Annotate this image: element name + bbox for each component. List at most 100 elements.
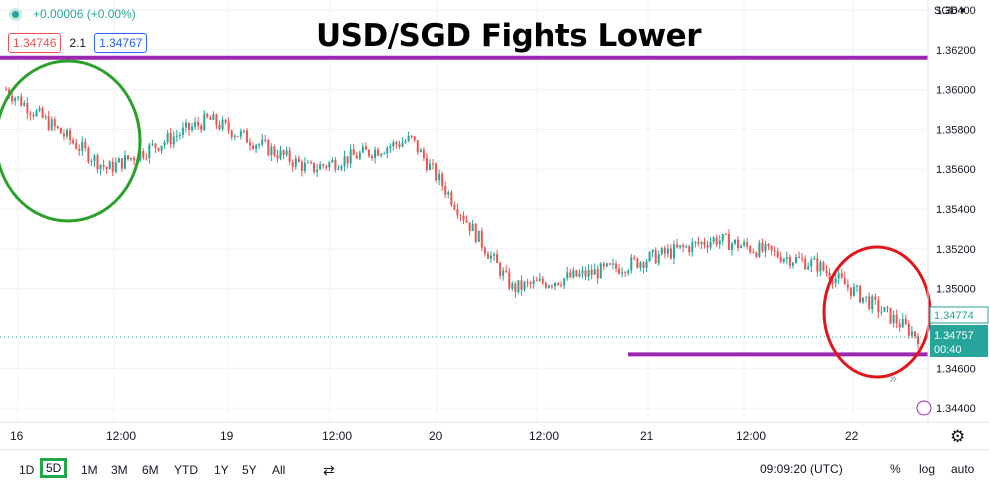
candle-body (69, 130, 72, 140)
candle-body (669, 248, 672, 259)
candle-body (785, 256, 788, 259)
countdown-label: 00:40 (934, 344, 962, 356)
candle-body (209, 117, 212, 120)
candle-body (313, 162, 316, 173)
candle-body (608, 263, 611, 265)
candle-body (392, 141, 395, 147)
candle-body (733, 239, 736, 244)
candle-body (767, 243, 770, 246)
candle-body (825, 270, 828, 273)
candle-body (865, 296, 868, 298)
candle-body (593, 269, 596, 275)
sell-price-button[interactable]: 1.34746 (8, 33, 62, 53)
utc-clock[interactable]: 09:09:20 (UTC) (760, 462, 843, 476)
candle-body (111, 161, 114, 173)
candle-body (410, 135, 413, 137)
timeframe-1m-button[interactable]: 1M (81, 463, 98, 477)
candle-body (755, 252, 758, 257)
candle-body (130, 157, 133, 160)
candle-body (590, 269, 593, 275)
candle-body (325, 165, 328, 168)
candle-body (428, 163, 431, 171)
candle-body (486, 253, 489, 259)
candle-body (508, 271, 511, 289)
candle-body (41, 108, 44, 118)
candle-body (852, 286, 855, 296)
currency-selector[interactable]: SGD ▾ (934, 4, 966, 18)
candle-body (84, 142, 87, 148)
candle-body (371, 155, 374, 158)
price-tick-label: 1.35200 (936, 244, 976, 256)
candle-body (624, 272, 627, 274)
candle-body (99, 164, 102, 170)
highlight-circle-start (0, 59, 142, 223)
date-range-icon[interactable]: ⇄ (323, 462, 335, 478)
candle-body (261, 139, 264, 145)
timeframe-all-button[interactable]: All (272, 463, 286, 477)
candle-body (270, 146, 273, 156)
time-tick-label: 12:00 (106, 429, 136, 443)
log-toggle[interactable]: log (919, 462, 936, 476)
candle-body (651, 249, 654, 253)
candle-body (618, 268, 621, 274)
candle-body (303, 162, 306, 171)
price-series (5, 86, 919, 350)
candle-body (712, 237, 715, 242)
marker-price-label: 1.34774 (934, 310, 974, 322)
timeframe-ytd-button[interactable]: YTD (174, 463, 198, 477)
spread-value: 2.1 (69, 36, 87, 50)
candle-body (587, 269, 590, 277)
candle-body (807, 266, 810, 270)
candle-body (102, 164, 105, 167)
auto-toggle[interactable]: auto (951, 462, 975, 476)
timeframe-3m-button[interactable]: 3M (111, 463, 128, 477)
candle-body (358, 152, 361, 159)
candle-body (349, 149, 352, 164)
timeframe-5y-button[interactable]: 5Y (242, 463, 257, 477)
candle-body (862, 297, 865, 303)
candle-body (843, 277, 846, 285)
candle-body (200, 125, 203, 131)
candle-body (557, 282, 560, 285)
candle-body (26, 102, 29, 114)
candle-body (355, 155, 358, 159)
candle-body (38, 108, 41, 111)
candle-body (47, 116, 50, 130)
candle-body (108, 161, 111, 170)
timeframe-1y-button[interactable]: 1Y (214, 463, 229, 477)
time-tick-label: 12:00 (736, 429, 766, 443)
candle-body (499, 263, 502, 277)
candle-body (752, 252, 755, 254)
price-tick-label: 1.35000 (936, 284, 976, 296)
candle-body (319, 164, 322, 170)
percent-toggle[interactable]: % (890, 462, 901, 476)
candle-body (172, 136, 175, 145)
candle-body (892, 314, 895, 324)
candle-body (496, 254, 499, 264)
chevron-down-icon: ▾ (959, 5, 966, 17)
candle-body (44, 116, 47, 118)
time-tick-label: 21 (640, 429, 654, 443)
buy-price-button[interactable]: 1.34767 (94, 33, 148, 53)
candle-body (407, 135, 410, 142)
candle-body (547, 285, 550, 288)
candle-body (523, 282, 526, 290)
candle-body (917, 336, 919, 345)
candle-body (889, 307, 892, 324)
timeframe-1d-button[interactable]: 1D (19, 463, 35, 477)
candle-body (322, 164, 325, 166)
candle-body (267, 140, 270, 156)
candle-body (639, 262, 642, 268)
candle-body (682, 245, 685, 248)
candle-body (779, 257, 782, 262)
candle-body (483, 247, 486, 254)
candle-body (279, 150, 282, 159)
candle-body (849, 287, 852, 296)
candle-body (560, 284, 563, 286)
timeframe-5d-button[interactable]: 5D (40, 458, 68, 478)
timeframe-6m-button[interactable]: 6M (142, 463, 159, 477)
last-price-label: 1.34757 (934, 330, 974, 342)
last-price-badge (930, 325, 988, 357)
candle-body (743, 241, 746, 246)
